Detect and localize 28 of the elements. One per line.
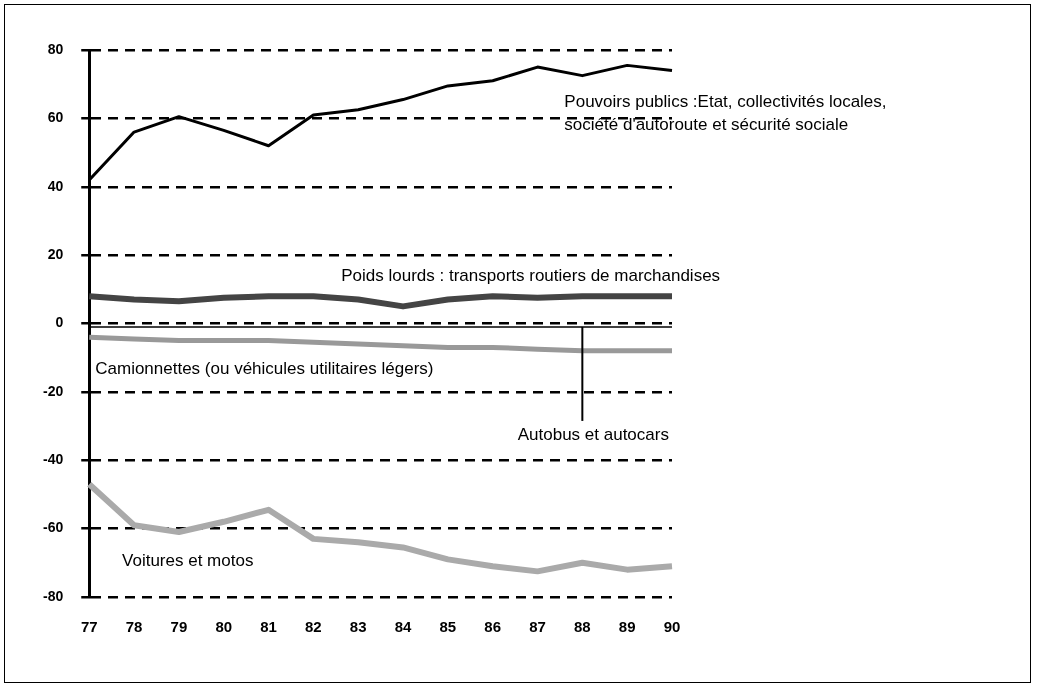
y-tick-label: -40: [43, 451, 64, 468]
x-tick-label: 85: [439, 618, 457, 636]
series-label: Camionnettes (ou véhicules utilitaires légers): [95, 359, 434, 379]
y-tick-label: -20: [43, 382, 64, 399]
y-tick-label: 80: [47, 40, 64, 57]
y-tick-label: -80: [43, 587, 64, 604]
x-tick-label: 88: [574, 618, 591, 636]
x-tick-label: 79: [170, 618, 188, 636]
y-tick-label: 20: [47, 245, 64, 262]
x-tick-label: 81: [260, 618, 277, 636]
x-tick-label: 80: [215, 618, 233, 636]
x-tick-label: 86: [484, 618, 502, 636]
x-tick-label: 90: [663, 618, 681, 636]
y-tick-label: 60: [47, 109, 64, 126]
x-tick-label: 84: [394, 618, 413, 636]
text: Autobus et autocars: [517, 425, 669, 445]
series-label: Voitures et motos: [122, 551, 254, 571]
series-label: Pouvoirs publics :Etat, collectivités locales, société d'autoroute et sécurité sociale: [564, 91, 887, 134]
y-tick-label: 40: [47, 177, 64, 194]
y-tick-label: -60: [43, 519, 64, 536]
x-tick-label: 87: [529, 618, 546, 636]
y-tick-label: 0: [55, 314, 64, 331]
x-tick-label: 82: [305, 618, 322, 636]
x-tick-label: 83: [349, 618, 367, 636]
x-tick-label: 78: [125, 618, 143, 636]
x-tick-label: 89: [618, 618, 636, 636]
series-label: Poids lourds : transports routiers de marchandises: [341, 265, 721, 285]
x-tick-label: 77: [80, 618, 98, 636]
